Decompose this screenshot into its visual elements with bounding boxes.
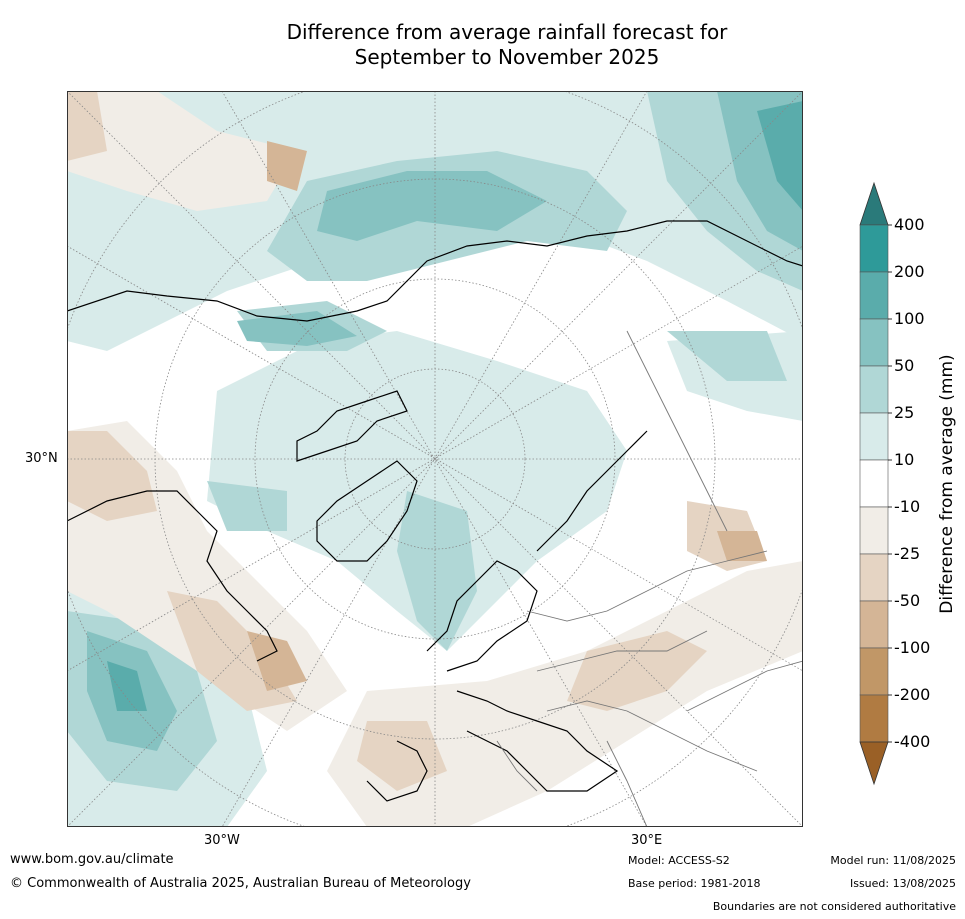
colorbar-bin	[859, 600, 889, 649]
colorbar-bin	[859, 553, 889, 602]
footer-disclaimer: Boundaries are not considered authoritat…	[712, 900, 956, 913]
colorbar-bin	[859, 271, 889, 320]
colorbar-bin	[859, 694, 889, 743]
colorbar-bin	[859, 412, 889, 461]
footer-model: Model: ACCESS-S2	[628, 854, 730, 867]
colorbar-tick-label: 100	[894, 309, 925, 328]
rainfall-anomaly-map	[67, 91, 803, 827]
coastlines	[67, 220, 803, 802]
title-line-2: September to November 2025	[354, 45, 660, 69]
colorbar-bin	[859, 318, 889, 367]
footer-base-period: Base period: 1981-2018	[628, 877, 761, 890]
colorbar-bin	[859, 647, 889, 696]
anomaly-field	[67, 91, 803, 827]
colorbar-bin-bottom-extend	[859, 741, 889, 786]
footer-issued: Issued: 13/08/2025	[849, 877, 956, 890]
colorbar-bin	[859, 224, 889, 273]
colorbar-title: Difference from average (mm)	[937, 354, 957, 614]
footer-copyright: © Commonwealth of Australia 2025, Austra…	[10, 876, 471, 891]
lat-label-30n: 30°N	[25, 451, 58, 466]
colorbar-tick-label: -10	[894, 497, 921, 516]
colorbar	[859, 181, 892, 786]
colorbar-bin	[859, 506, 889, 555]
colorbar-tick-label: -200	[894, 685, 931, 704]
colorbar-tick-label: -25	[894, 544, 921, 563]
colorbar-tick-label: -100	[894, 638, 931, 657]
footer-url[interactable]: www.bom.gov.au/climate	[10, 852, 174, 867]
country-borders	[496, 330, 803, 827]
map-title: Difference from average rainfall forecas…	[0, 20, 965, 70]
colorbar-bin-top-extend	[859, 181, 889, 226]
graticule	[67, 91, 803, 827]
lon-label-30w: 30°W	[204, 833, 240, 848]
colorbar-tick-label: -400	[894, 732, 931, 751]
colorbar-tick-label: 400	[894, 215, 925, 234]
colorbar-bin	[859, 365, 889, 414]
footer-model-run: Model run: 11/08/2025	[830, 854, 956, 867]
title-line-1: Difference from average rainfall forecas…	[286, 20, 728, 44]
lon-label-30e: 30°E	[631, 833, 663, 848]
colorbar-tick-label: 25	[894, 403, 915, 422]
colorbar-bin	[859, 459, 889, 508]
colorbar-tick-label: 200	[894, 262, 925, 281]
colorbar-tick-label: 50	[894, 356, 915, 375]
colorbar-tick-label: 10	[894, 450, 915, 469]
colorbar-tick-label: -50	[894, 591, 921, 610]
